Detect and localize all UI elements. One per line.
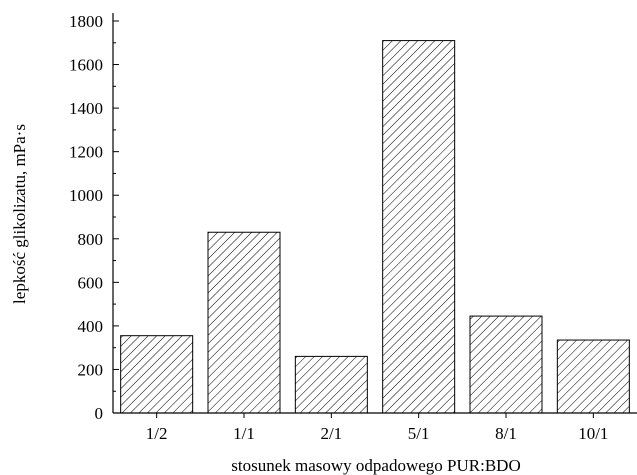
bar-1-1 xyxy=(207,231,281,414)
x-tick-label: 1/2 xyxy=(146,424,168,443)
bar-10-1 xyxy=(556,339,630,414)
y-tick-label: 1200 xyxy=(69,143,103,162)
bar-1-2 xyxy=(120,335,194,414)
bars xyxy=(120,40,630,414)
x-tick-label: 5/1 xyxy=(408,424,430,443)
x-tick-label: 8/1 xyxy=(495,424,517,443)
y-tick-label: 1000 xyxy=(69,186,103,205)
x-tick-label: 10/1 xyxy=(578,424,608,443)
y-tick-label: 800 xyxy=(78,230,104,249)
y-tick-label: 600 xyxy=(78,273,104,292)
y-axis-label: lepkość glikolizatu, mPa·s xyxy=(10,124,29,304)
bar-8-1 xyxy=(469,315,543,414)
y-tick-label: 0 xyxy=(95,404,104,423)
x-tick-label: 1/1 xyxy=(233,424,255,443)
y-tick-label: 400 xyxy=(78,317,104,336)
y-axis-ticks: 0 200 400 600 800 1000 1200 1400 1600 1800 xyxy=(69,12,119,423)
axes xyxy=(112,13,637,414)
y-tick-label: 1800 xyxy=(69,12,103,31)
bar-5-1 xyxy=(382,40,456,414)
x-axis-ticks: 1/2 1/1 2/1 5/1 8/1 10/1 xyxy=(146,413,608,443)
x-axis-label: stosunek masowy odpadowego PUR:BDO xyxy=(231,456,520,475)
y-tick-label: 1400 xyxy=(69,99,103,118)
x-tick-label: 2/1 xyxy=(320,424,342,443)
y-tick-label: 200 xyxy=(78,360,104,379)
y-tick-label: 1600 xyxy=(69,56,103,75)
bar-2-1 xyxy=(294,355,368,414)
